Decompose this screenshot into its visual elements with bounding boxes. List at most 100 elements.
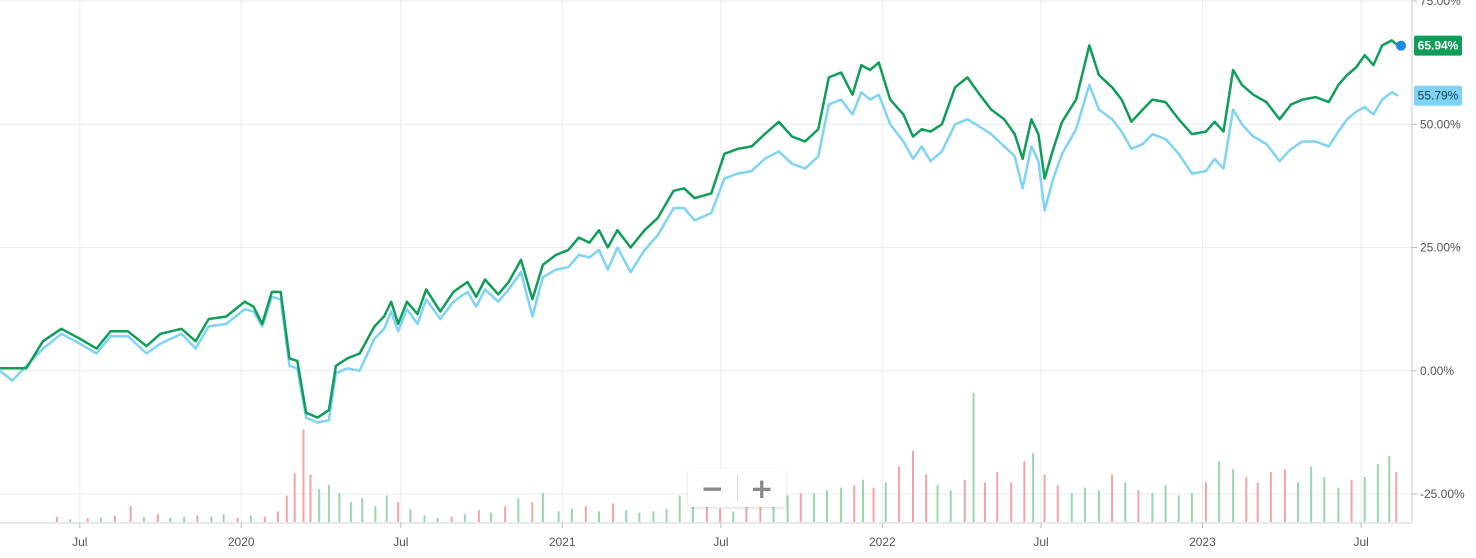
volume-bar [884,482,887,522]
volume-bar [338,492,341,522]
x-tick-label: 2022 [869,535,896,549]
y-tick-label: -25.00% [1420,487,1465,501]
volume-bar [996,471,999,522]
volume-bar [450,516,453,522]
volume-bar [69,519,72,522]
volume-bar [665,508,668,522]
volume-bar [517,498,520,522]
x-tick-label: Jul [713,535,728,549]
volume-bar [598,511,601,522]
volume-bar [113,515,116,522]
volume-bar [612,503,615,522]
volume-bar [963,479,966,522]
volume-bar [385,495,388,522]
x-tick-label: 2023 [1189,535,1216,549]
volume-bar [652,511,655,522]
volume-bar [1124,482,1127,522]
volume-bar [826,490,829,522]
last-value-label: 55.79% [1418,89,1459,103]
volume-bar [853,485,856,522]
volume-bar [397,502,400,522]
volume-bar [374,506,377,522]
last-value-badge-bg [1414,85,1462,106]
volume-bar [196,515,199,522]
volume-bar [302,429,305,522]
volume-bar [1083,487,1086,522]
zoom-out-button[interactable]: − [700,471,724,505]
zoom-controls: − + [688,469,786,507]
volume-bar [293,473,296,522]
volume-bar [99,518,102,522]
volume-bar [1111,474,1114,522]
volume-bar [142,516,145,522]
volume-bar [222,514,225,522]
volume-bar [1177,495,1180,522]
volume-bar [531,502,534,522]
zoom-in-button[interactable]: + [750,471,774,505]
volume-bar [1137,490,1140,522]
volume-bar [318,489,321,522]
volume-bar [1164,485,1167,522]
volume-bar [1218,461,1221,522]
last-value-badge: 65.94% [1414,35,1462,56]
volume-bar [759,503,762,522]
last-value-badge: 55.79% [1414,85,1462,106]
y-tick-label: 50.00% [1420,117,1461,131]
volume-bar [1350,479,1353,522]
volume-bar [638,512,641,522]
last-point-marker [1396,40,1406,51]
volume-bar [309,474,312,522]
volume-bar [409,508,412,522]
volume-bar [584,506,587,522]
volume-bar [183,516,186,522]
volume-bar [1297,482,1300,522]
volume-bar [705,506,708,522]
volume-bar [872,487,875,522]
volume-bar [972,392,975,522]
volume-bar [719,508,722,522]
volume-bar [1056,485,1059,522]
volume-bar [327,485,330,522]
x-tick-label: Jul [1033,535,1048,549]
volume-bar [1190,492,1193,522]
volume-bar [1232,469,1235,522]
volume-bar [210,516,213,522]
volume-bar [949,490,952,522]
volume-bar [477,510,480,522]
volume-bar [463,514,466,522]
volume-bar [285,495,288,522]
volume-bar [1070,492,1073,522]
volume-bar [812,492,815,522]
zoom-divider [736,475,738,501]
volume-bar [349,502,352,522]
volume-bar [732,511,735,522]
volume-bar [1269,471,1272,522]
volume-bar [236,518,239,522]
volume-bar [786,495,789,522]
series-line [0,83,1399,424]
volume-bar [1043,474,1046,522]
volume-bar [1204,482,1207,522]
volume-bar [936,485,939,522]
volume-bar [1023,461,1026,522]
volume-bar [1032,453,1035,522]
series-line [0,39,1399,419]
x-tick-label: 2021 [549,535,576,549]
volume-bar [436,518,439,522]
volume-bar [1097,490,1100,522]
volume-bar [1395,471,1398,522]
x-tick-label: Jul [72,535,87,549]
y-tick-label: 25.00% [1420,241,1461,255]
volume-bar [504,506,507,522]
volume-bar [169,518,172,522]
x-tick-label: Jul [1353,535,1368,549]
volume-bar [983,482,986,522]
last-value-label: 65.94% [1418,39,1459,53]
volume-bar [86,518,89,522]
volume-bar [840,487,843,522]
volume-bar [625,510,628,522]
volume-bar [897,466,900,522]
volume-bar [1363,477,1366,522]
volume-bar [745,506,748,522]
